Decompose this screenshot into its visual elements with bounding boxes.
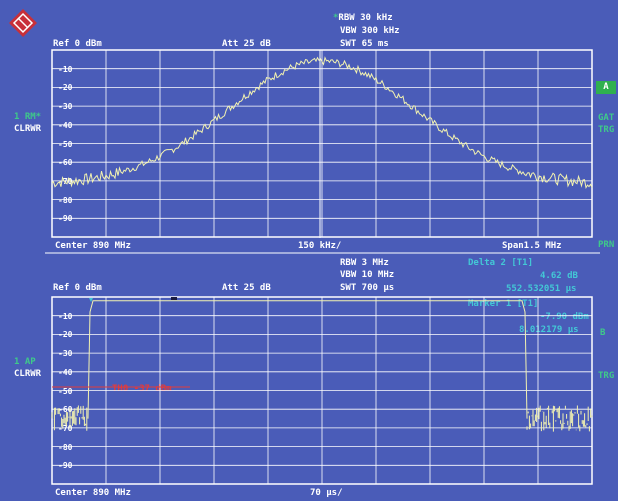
bottom-grid-label: -70 [58, 423, 73, 433]
top-division: 150 kHz/ [298, 241, 342, 251]
top-rbw: *RBW 30 kHz [333, 13, 393, 23]
bottom-grid-label: -40 [58, 367, 73, 377]
bottom-vbw: VBW 10 MHz [340, 270, 395, 280]
top-prn-indicator: PRN [598, 240, 615, 250]
bottom-attenuation: Att 25 dB [222, 283, 271, 293]
bottom-grid-label: -10 [58, 311, 73, 321]
top-grid-label: -20 [58, 83, 73, 93]
marker-1-level: -7.90 dBm [540, 312, 589, 322]
bottom-grid-label: -60 [58, 405, 73, 415]
bottom-trg-indicator: TRG [598, 371, 615, 381]
bottom-trace-mode: CLRWR [14, 369, 42, 379]
bottom-grid-label: -80 [58, 442, 73, 452]
delta-marker-title: Delta 2 [T1] [468, 258, 534, 268]
bottom-grid-label: -20 [58, 330, 73, 340]
top-trace-label: 1 RM* [14, 112, 42, 122]
bottom-burst-trace [51, 300, 593, 432]
screen-a-badge: A [596, 81, 616, 94]
top-grid-label: -10 [58, 64, 73, 74]
bottom-division: 70 µs/ [310, 488, 343, 498]
top-grid-label: -80 [58, 195, 73, 205]
bottom-grid-label: -30 [58, 349, 73, 359]
top-grid-label: -50 [58, 139, 73, 149]
bottom-grid-label: -90 [58, 461, 73, 471]
marker-1-triangle-icon [89, 298, 93, 302]
top-grid-label: -70 [58, 176, 73, 186]
delta-marker-time: 552.532051 µs [506, 284, 577, 294]
top-grid-label: -40 [58, 120, 73, 130]
bottom-graticule [51, 296, 593, 485]
top-grid-label: -90 [58, 214, 73, 224]
bottom-center-frequency: Center 890 MHz [55, 488, 131, 498]
top-trace-mode: CLRWR [14, 124, 42, 134]
top-spectrum-trace [51, 56, 593, 189]
top-graticule [51, 49, 593, 238]
bottom-ref-level: Ref 0 dBm [53, 283, 102, 293]
rohde-schwarz-logo-icon [9, 9, 37, 37]
bottom-trace-label: 1 AP [14, 357, 36, 367]
top-grid-label: -60 [58, 158, 73, 168]
top-trg-indicator: TRG [598, 125, 615, 135]
bottom-rbw: RBW 3 MHz [340, 258, 389, 268]
marker-1-time: 8.012179 µs [519, 325, 579, 335]
bottom-grid-label: -50 [58, 386, 73, 396]
top-span: Span1.5 MHz [502, 241, 562, 251]
delta-marker-level: 4.62 dB [540, 271, 578, 281]
top-attenuation: Att 25 dB [222, 39, 271, 49]
top-swt: SWT 65 ms [340, 39, 389, 49]
threshold-label: TH0 -37 dBm [112, 384, 172, 394]
top-center-frequency: Center 890 MHz [55, 241, 131, 251]
top-vbw: VBW 300 kHz [340, 26, 400, 36]
marker-1-title: Marker 1 [T1] [468, 299, 539, 309]
marker-1-symbol [171, 297, 177, 300]
top-gat-indicator: GAT [598, 113, 615, 123]
bottom-swt: SWT 700 µs [340, 283, 395, 293]
top-ref-level: Ref 0 dBm [53, 39, 102, 49]
bottom-b-indicator: B [600, 328, 606, 338]
top-grid-label: -30 [58, 102, 73, 112]
